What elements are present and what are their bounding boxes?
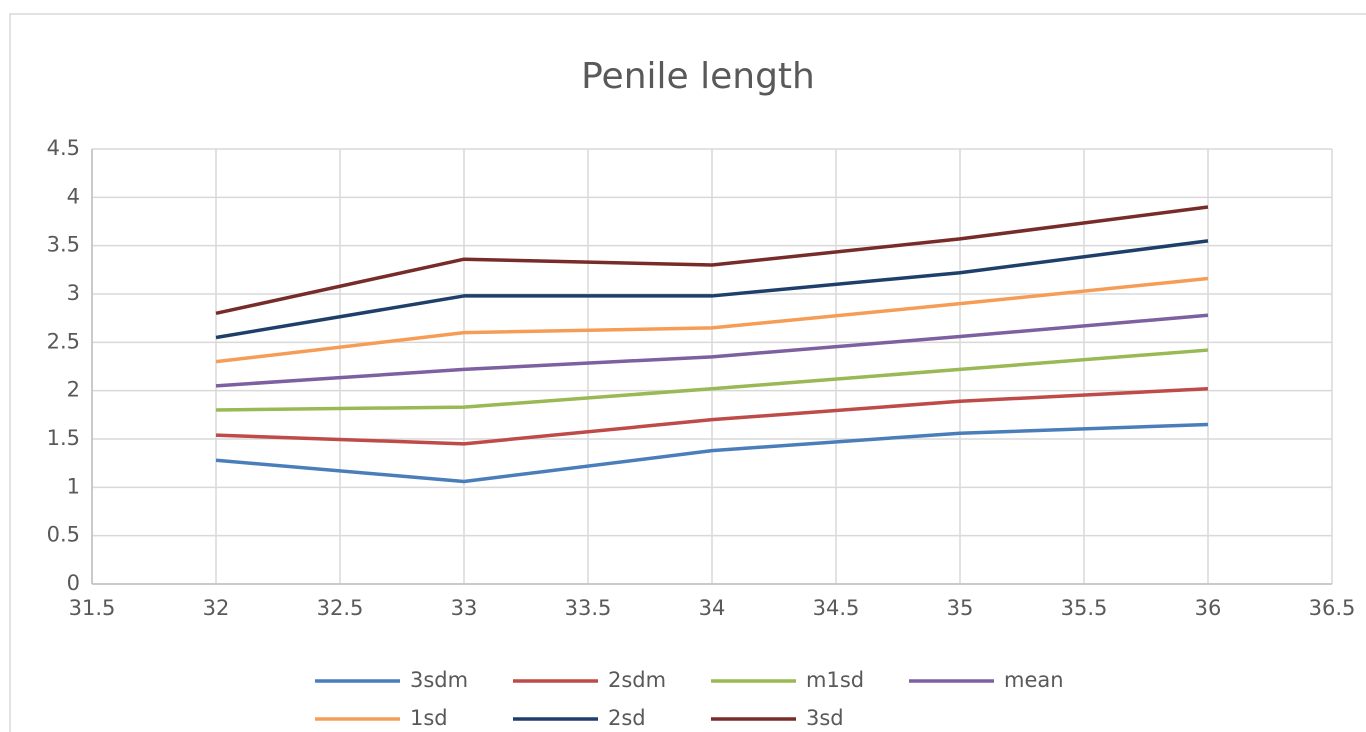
- x-tick-label: 33: [451, 596, 478, 620]
- chart-frame: [9, 13, 1366, 732]
- chart-title: Penile length: [581, 56, 815, 97]
- y-tick-label: 1.5: [47, 426, 80, 450]
- x-tick-label: 31.5: [69, 596, 116, 620]
- x-tick-label: 32.5: [317, 596, 364, 620]
- y-tick-label: 1: [67, 474, 80, 498]
- series-line: [215, 239, 1209, 340]
- series-line: [215, 276, 1209, 364]
- legend-label: mean: [1004, 668, 1064, 692]
- x-tick-label: 36.5: [1309, 596, 1356, 620]
- y-tick-label: 4.5: [47, 136, 80, 160]
- x-tick-label: 32: [203, 596, 230, 620]
- y-tick-label: 3.5: [47, 233, 80, 257]
- legend-label: 3sdm: [410, 668, 468, 692]
- legend-label: 2sdm: [608, 668, 666, 692]
- y-tick-label: 2.5: [47, 329, 80, 353]
- y-tick-label: 0.5: [47, 523, 80, 547]
- x-tick-label: 36: [1195, 596, 1222, 620]
- series-line: [215, 205, 1209, 316]
- x-tick-label: 34: [699, 596, 726, 620]
- y-tick-label: 3: [67, 281, 80, 305]
- series-line: [215, 348, 1209, 412]
- legend-label: m1sd: [806, 668, 864, 692]
- legend-label: 2sd: [608, 706, 646, 730]
- y-tick-label: 2: [67, 378, 80, 402]
- x-tick-label: 33.5: [565, 596, 612, 620]
- y-tick-label: 0: [67, 571, 80, 595]
- x-tick-label: 35.5: [1061, 596, 1108, 620]
- series-line: [215, 386, 1209, 446]
- x-tick-label: 35: [947, 596, 974, 620]
- y-tick-label: 4: [67, 184, 80, 208]
- series-line: [215, 422, 1209, 484]
- legend-label: 3sd: [806, 706, 844, 730]
- x-tick-label: 34.5: [813, 596, 860, 620]
- legend-label: 1sd: [410, 706, 448, 730]
- series-line: [215, 313, 1209, 388]
